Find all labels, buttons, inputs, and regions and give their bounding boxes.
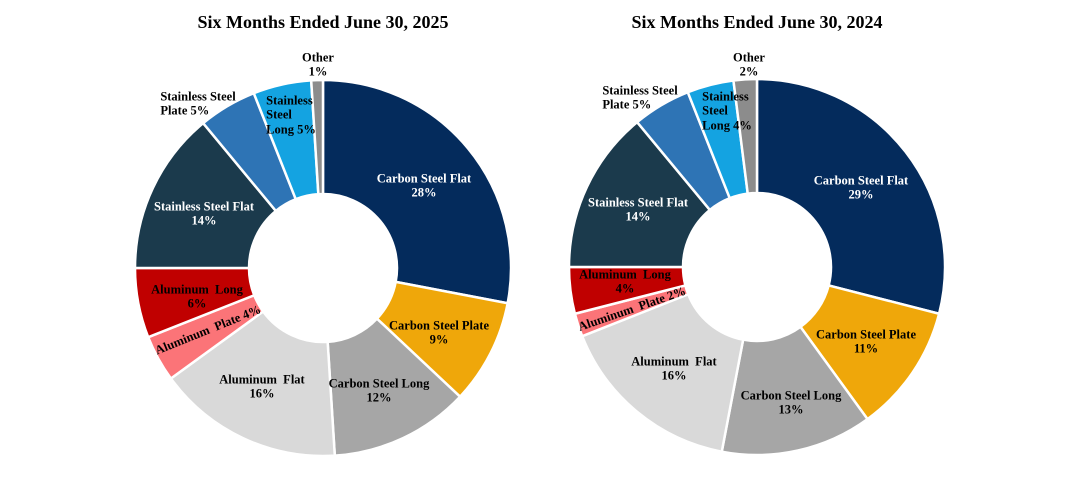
slice-carbon-steel-long [326, 317, 462, 457]
donut-svg [133, 78, 513, 458]
slice-aluminum-flat [580, 292, 745, 453]
slice-carbon-steel-long [720, 325, 869, 457]
donut-2024: Carbon Steel Flat 29% Carbon Steel Plate … [557, 51, 957, 467]
donut-2025: Carbon Steel Flat 28% Carbon Steel Plate … [123, 51, 523, 468]
slice-stainless-steel-flat [567, 120, 712, 269]
slice-carbon-steel-flat [755, 77, 947, 316]
chart-title-2025: Six Months Ended June 30, 2025 [197, 12, 449, 32]
slice-stainless-steel-flat [133, 121, 278, 270]
chart-2024: Six Months Ended June 30, 2024 Carbon St… [541, 0, 1081, 501]
slice-aluminum-flat [169, 310, 337, 458]
slice-other [732, 77, 759, 195]
chart-title-2024: Six Months Ended June 30, 2024 [631, 12, 883, 32]
slice-carbon-steel-flat [321, 78, 513, 305]
chart-2025: Six Months Ended June 30, 2025 Carbon St… [123, 12, 523, 468]
donut-svg [567, 77, 947, 457]
slice-other [309, 78, 325, 196]
